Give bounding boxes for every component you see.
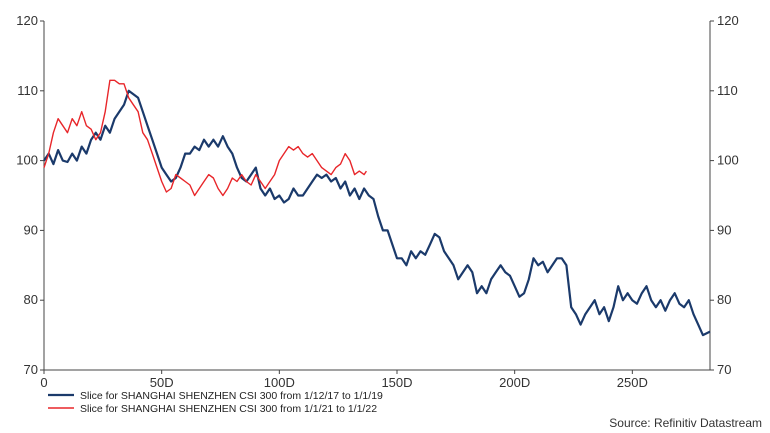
y-tick-label-left: 110	[17, 83, 38, 98]
y-axis-right-ticks: 70 80 90 100 110 120	[710, 13, 739, 377]
legend-label-2: Slice for SHANGHAI SHENZHEN CSI 300 from…	[80, 403, 377, 415]
y-tick-label-left: 80	[24, 292, 38, 307]
legend-label-1: Slice for SHANGHAI SHENZHEN CSI 300 from…	[80, 390, 383, 402]
y-tick-label-left: 90	[24, 222, 38, 237]
y-tick-label-right: 100	[717, 153, 739, 168]
axes	[43, 21, 711, 371]
x-axis-ticks: 0 50D 100D 150D 200D 250D	[40, 370, 648, 390]
y-tick-label-left: 70	[24, 362, 38, 377]
source-note: Source: Refinitiv Datastream	[609, 416, 762, 430]
x-tick-label: 50D	[150, 375, 174, 390]
y-tick-label-left: 120	[16, 13, 38, 28]
legend: Slice for SHANGHAI SHENZHEN CSI 300 from…	[48, 390, 383, 415]
y-tick-label-left: 100	[16, 153, 38, 168]
y-tick-label-right: 110	[717, 83, 738, 98]
x-tick-label: 150D	[381, 375, 412, 390]
x-tick-label: 200D	[499, 375, 530, 390]
y-tick-label-right: 120	[717, 13, 739, 28]
y-tick-label-right: 70	[717, 362, 731, 377]
y-tick-label-right: 90	[717, 222, 731, 237]
series-line-2	[43, 79, 367, 197]
x-tick-label: 100D	[264, 375, 295, 390]
y-axis-left-ticks: 70 80 90 100 110 120	[16, 13, 44, 377]
x-tick-label: 0	[40, 375, 47, 390]
y-tick-label-right: 80	[717, 292, 731, 307]
series-line-1	[43, 89, 711, 337]
x-tick-label: 250D	[617, 375, 648, 390]
series-lines	[43, 79, 711, 337]
